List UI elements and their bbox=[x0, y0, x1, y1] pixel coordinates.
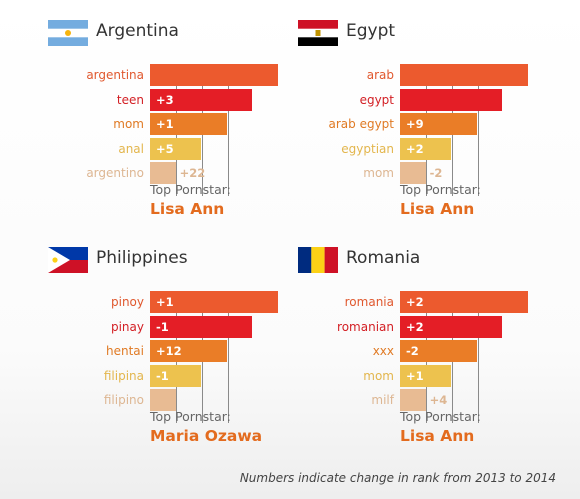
bar bbox=[150, 389, 176, 411]
top-pornstar-name: Lisa Ann bbox=[400, 427, 475, 445]
bar-label: hentai bbox=[106, 344, 144, 358]
bar-label: anal bbox=[118, 141, 144, 156]
bar-label: mom bbox=[363, 368, 394, 383]
bar bbox=[400, 113, 477, 135]
bar-label: filipina bbox=[103, 368, 144, 383]
bar-label: pinoy bbox=[111, 295, 144, 309]
panel-philippines: Philippines pinoy +1 pinay -1 hentai +12 filipi… bbox=[48, 247, 288, 467]
rank-change-label: +4 bbox=[429, 393, 448, 407]
bar-label: pinay bbox=[110, 319, 144, 334]
bar-label: arab bbox=[366, 68, 394, 82]
rank-change-label: -1 bbox=[156, 368, 169, 383]
bar bbox=[150, 340, 227, 362]
rank-change-label: +1 bbox=[156, 295, 174, 309]
bar bbox=[400, 315, 503, 338]
bar-label: arab egypt bbox=[328, 117, 395, 131]
panel-romania: Romania romania +2 romanian +2 xxx -2 mom +1 milf… bbox=[298, 247, 538, 467]
bar bbox=[400, 340, 477, 362]
bar-label: xxx bbox=[372, 344, 394, 358]
top-pornstar-label: Top Pornstar: bbox=[150, 182, 231, 197]
bar bbox=[150, 113, 227, 135]
bar bbox=[400, 88, 503, 111]
top-pornstar-name: Lisa Ann bbox=[150, 200, 225, 218]
philippines-flag-icon bbox=[48, 247, 88, 273]
rank-change-label: +2 bbox=[406, 295, 424, 309]
bar-label: egyptian bbox=[341, 141, 394, 156]
rank-change-label: +22 bbox=[179, 166, 206, 180]
rank-change-label: +1 bbox=[406, 368, 424, 383]
footnote: Numbers indicate change in rank from 201… bbox=[239, 471, 556, 485]
bar-label: teen bbox=[116, 92, 144, 107]
bar bbox=[150, 64, 278, 86]
rank-change-label: +12 bbox=[156, 344, 182, 358]
egypt-flag-icon bbox=[298, 20, 338, 46]
bar bbox=[400, 364, 452, 387]
bar-label: romania bbox=[344, 295, 394, 309]
bar bbox=[400, 162, 426, 184]
panel-egypt: Egypt arab egypt arab egypt +9 egyptian +2 mom -… bbox=[298, 20, 538, 240]
rank-change-label: -1 bbox=[156, 319, 169, 334]
bar-label: milf bbox=[371, 393, 394, 407]
top-pornstar-label: Top Pornstar: bbox=[150, 409, 231, 424]
country-title: Argentina bbox=[96, 21, 179, 41]
panel-argentina: Argentina argentina teen +3 mom +1 anal +5 argen… bbox=[48, 20, 288, 240]
bar-label: egypt bbox=[359, 92, 394, 107]
bar bbox=[150, 162, 176, 184]
romania-flag-icon bbox=[298, 247, 338, 273]
gridline bbox=[228, 70, 229, 196]
rank-change-label: +5 bbox=[156, 141, 174, 156]
bar-label: romanian bbox=[337, 319, 394, 334]
country-title: Romania bbox=[346, 248, 421, 268]
rank-change-label: +1 bbox=[156, 117, 174, 131]
gridline bbox=[228, 297, 229, 423]
top-pornstar-name: Lisa Ann bbox=[400, 200, 475, 218]
top-pornstar-label: Top Pornstar: bbox=[400, 409, 481, 424]
bar bbox=[150, 291, 278, 313]
bar-label: mom bbox=[363, 166, 394, 180]
rank-change-label: +2 bbox=[406, 319, 424, 334]
argentina-flag-icon bbox=[48, 20, 88, 46]
rank-change-label: +2 bbox=[406, 141, 424, 156]
bar bbox=[400, 137, 452, 160]
bar-label: argentino bbox=[86, 166, 144, 180]
rank-change-label: -2 bbox=[429, 166, 443, 180]
rank-change-label: -2 bbox=[406, 344, 419, 358]
country-title: Egypt bbox=[346, 21, 396, 41]
bar-label: filipino bbox=[103, 393, 144, 407]
gridline bbox=[478, 70, 479, 196]
gridline bbox=[478, 297, 479, 423]
bar bbox=[150, 137, 202, 160]
bar bbox=[400, 64, 528, 86]
rank-change-label: +9 bbox=[406, 117, 424, 131]
bar-label: argentina bbox=[86, 68, 144, 82]
rank-change-label: +3 bbox=[156, 92, 174, 107]
bar-label: mom bbox=[113, 117, 144, 131]
country-title: Philippines bbox=[96, 248, 188, 268]
top-pornstar-name: Maria Ozawa bbox=[150, 427, 263, 445]
bar bbox=[150, 364, 202, 387]
bar bbox=[400, 291, 528, 313]
bar bbox=[150, 315, 253, 338]
bar bbox=[400, 389, 426, 411]
bar bbox=[150, 88, 253, 111]
top-pornstar-label: Top Pornstar: bbox=[400, 182, 481, 197]
